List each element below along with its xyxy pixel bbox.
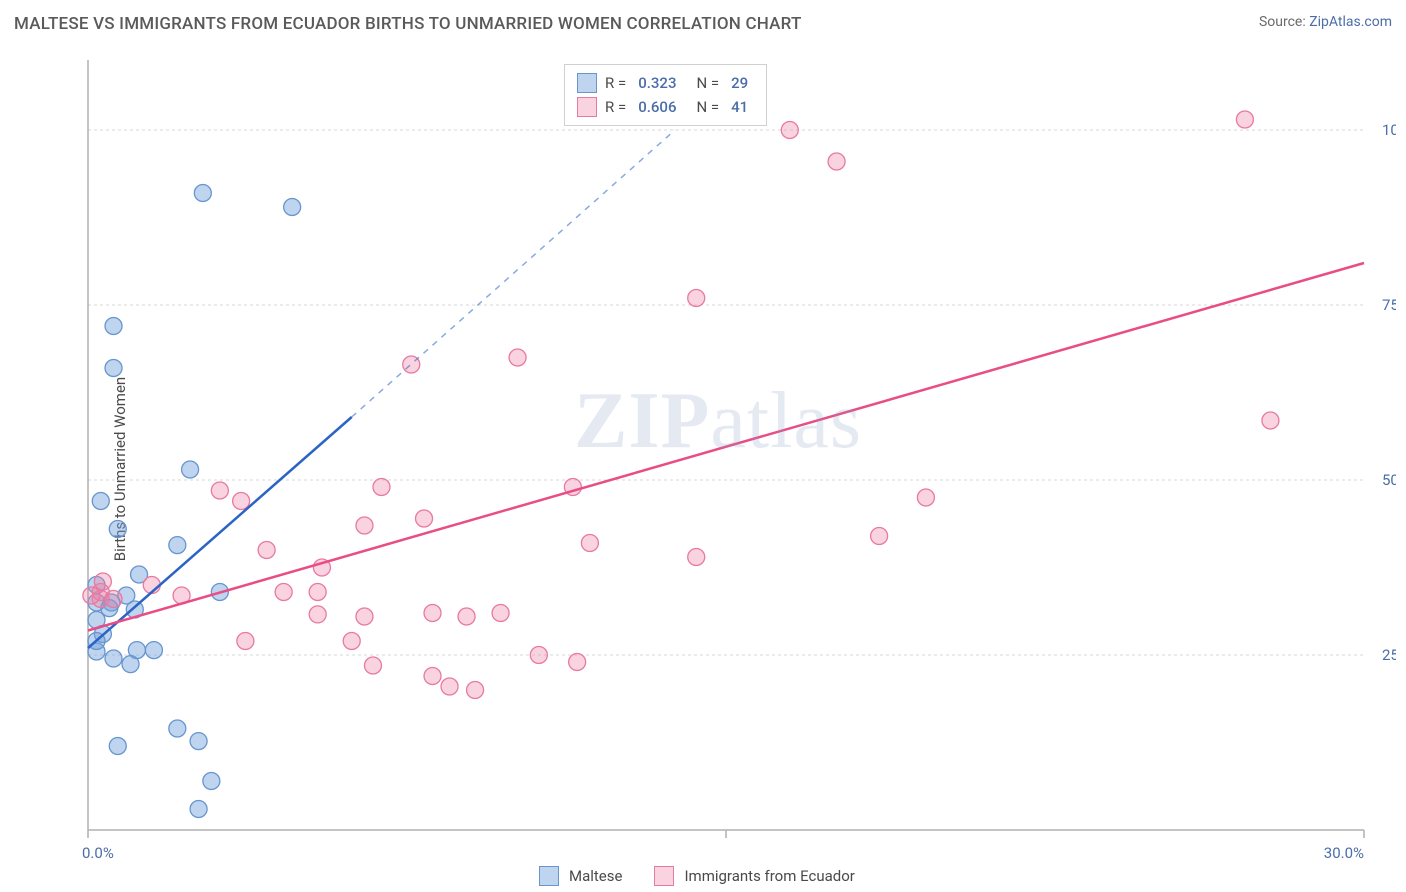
scatter-plot: 25.0% 50.0% 75.0% 100.0% 0.0% 30.0%: [34, 46, 1396, 890]
svg-text:75.0%: 75.0%: [1382, 296, 1396, 314]
legend-label: Maltese: [569, 867, 622, 885]
source-label: Source:: [1259, 14, 1309, 30]
legend-swatch: [654, 866, 674, 886]
legend-row: R =0.606N =41: [577, 95, 754, 119]
legend-swatch: [577, 97, 597, 117]
legend-label: Immigrants from Ecuador: [684, 867, 854, 885]
source-attribution: Source: ZipAtlas.com: [1259, 14, 1392, 30]
svg-text:0.0%: 0.0%: [82, 844, 114, 862]
svg-text:25.0%: 25.0%: [1382, 646, 1396, 664]
svg-text:50.0%: 50.0%: [1382, 471, 1396, 489]
svg-text:30.0%: 30.0%: [1324, 844, 1364, 862]
legend-swatch: [577, 73, 597, 93]
chart-area: Births to Unmarried Women 25.0%50.0%75.0…: [34, 46, 1396, 892]
legend-swatch: [539, 866, 559, 886]
chart-title: MALTESE VS IMMIGRANTS FROM ECUADOR BIRTH…: [14, 14, 802, 34]
svg-text:100.0%: 100.0%: [1382, 121, 1396, 139]
correlation-legend: R =0.323N =29R =0.606N =41: [564, 64, 767, 126]
series-legend: Maltese Immigrants from Ecuador: [539, 866, 877, 886]
legend-row: R =0.323N =29: [577, 71, 754, 95]
chart-header: MALTESE VS IMMIGRANTS FROM ECUADOR BIRTH…: [14, 14, 1392, 34]
source-link[interactable]: ZipAtlas.com: [1309, 14, 1392, 30]
